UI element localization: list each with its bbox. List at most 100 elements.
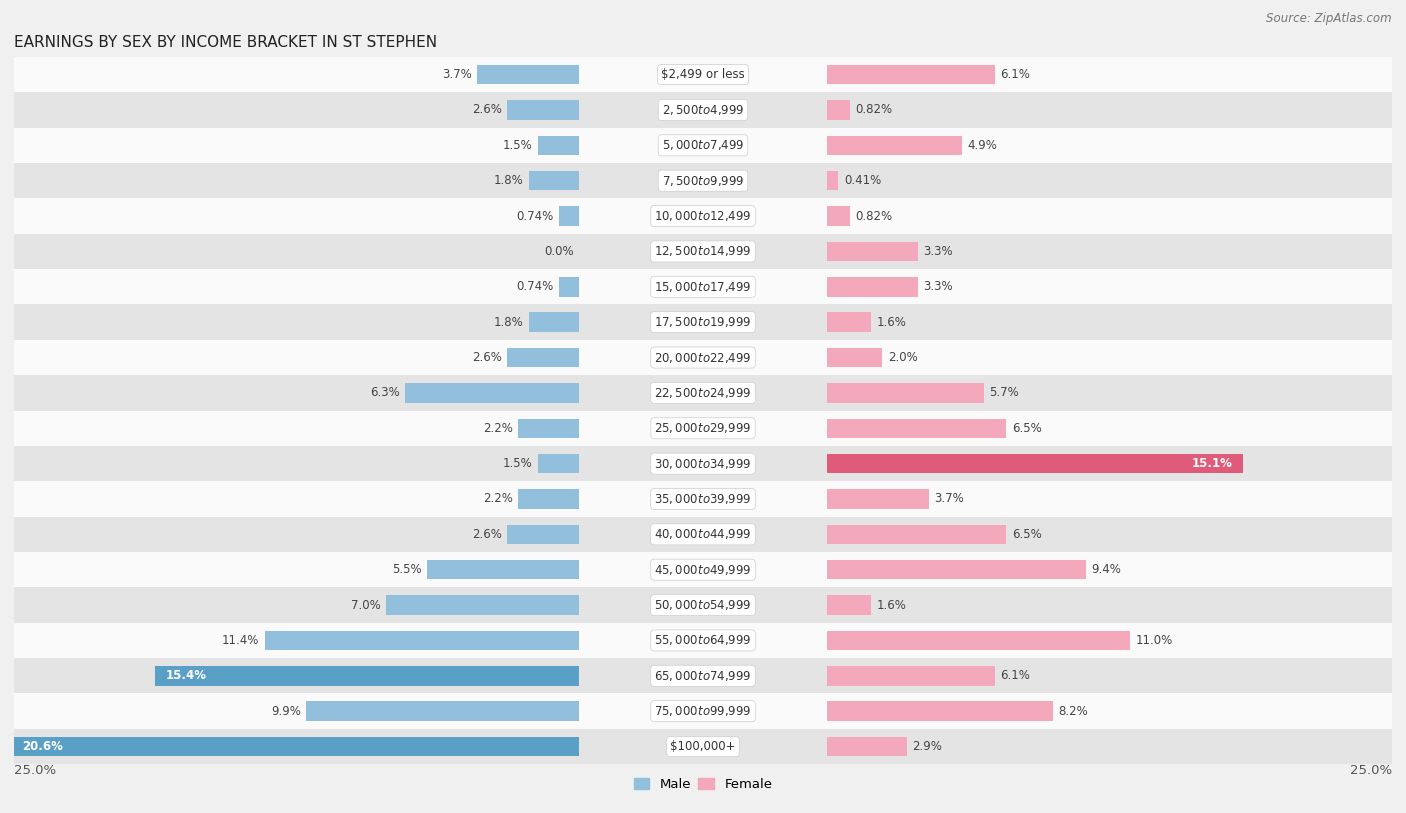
Text: 0.74%: 0.74% xyxy=(516,210,553,223)
Bar xyxy=(519,419,579,438)
Bar xyxy=(537,454,579,473)
Text: $2,500 to $4,999: $2,500 to $4,999 xyxy=(662,103,744,117)
Bar xyxy=(405,383,579,402)
Text: $2,499 or less: $2,499 or less xyxy=(661,68,745,81)
Text: 20.6%: 20.6% xyxy=(22,740,63,753)
Bar xyxy=(827,666,995,685)
Bar xyxy=(264,631,579,650)
Text: $50,000 to $54,999: $50,000 to $54,999 xyxy=(654,598,752,612)
Text: $65,000 to $74,999: $65,000 to $74,999 xyxy=(654,669,752,683)
Bar xyxy=(827,737,907,756)
Bar xyxy=(14,552,1392,587)
Bar xyxy=(508,348,579,367)
Bar xyxy=(14,376,1392,411)
Text: Source: ZipAtlas.com: Source: ZipAtlas.com xyxy=(1267,12,1392,25)
Text: $12,500 to $14,999: $12,500 to $14,999 xyxy=(654,245,752,259)
Bar xyxy=(827,489,929,509)
Text: 6.3%: 6.3% xyxy=(370,386,399,399)
Bar xyxy=(14,304,1392,340)
Bar xyxy=(14,693,1392,729)
Text: 4.9%: 4.9% xyxy=(967,139,997,152)
Bar xyxy=(827,100,849,120)
Text: 0.82%: 0.82% xyxy=(855,210,893,223)
Text: 6.1%: 6.1% xyxy=(1001,669,1031,682)
Text: 15.4%: 15.4% xyxy=(166,669,207,682)
Legend: Male, Female: Male, Female xyxy=(628,773,778,797)
Bar xyxy=(477,65,579,85)
Text: 11.0%: 11.0% xyxy=(1136,634,1173,647)
Bar xyxy=(427,560,579,580)
Bar xyxy=(827,560,1085,580)
Bar xyxy=(508,100,579,120)
Bar xyxy=(307,702,579,721)
Bar xyxy=(827,277,918,297)
Text: $15,000 to $17,499: $15,000 to $17,499 xyxy=(654,280,752,293)
Bar xyxy=(827,136,962,155)
Text: $5,000 to $7,499: $5,000 to $7,499 xyxy=(662,138,744,152)
Text: $7,500 to $9,999: $7,500 to $9,999 xyxy=(662,174,744,188)
Text: 9.9%: 9.9% xyxy=(271,705,301,718)
Bar xyxy=(11,737,579,756)
Text: 6.1%: 6.1% xyxy=(1001,68,1031,81)
Bar xyxy=(14,92,1392,128)
Text: 1.6%: 1.6% xyxy=(876,315,907,328)
Text: 1.6%: 1.6% xyxy=(876,598,907,611)
Text: $35,000 to $39,999: $35,000 to $39,999 xyxy=(654,492,752,506)
Text: $22,500 to $24,999: $22,500 to $24,999 xyxy=(654,386,752,400)
Text: 2.2%: 2.2% xyxy=(484,422,513,435)
Text: 1.8%: 1.8% xyxy=(494,315,524,328)
Text: 0.82%: 0.82% xyxy=(855,103,893,116)
Bar xyxy=(14,411,1392,446)
Bar xyxy=(14,233,1392,269)
Text: $17,500 to $19,999: $17,500 to $19,999 xyxy=(654,315,752,329)
Bar xyxy=(827,595,872,615)
Text: 2.0%: 2.0% xyxy=(887,351,917,364)
Bar xyxy=(14,340,1392,375)
Text: 0.74%: 0.74% xyxy=(516,280,553,293)
Text: 1.5%: 1.5% xyxy=(502,139,531,152)
Text: 2.9%: 2.9% xyxy=(912,740,942,753)
Text: 6.5%: 6.5% xyxy=(1012,422,1042,435)
Bar xyxy=(558,207,579,226)
Bar xyxy=(155,666,579,685)
Bar xyxy=(827,171,838,190)
Text: 3.7%: 3.7% xyxy=(441,68,471,81)
Bar xyxy=(14,659,1392,693)
Text: 3.3%: 3.3% xyxy=(924,280,953,293)
Bar xyxy=(827,65,995,85)
Bar xyxy=(14,198,1392,234)
Bar xyxy=(530,312,579,332)
Bar xyxy=(14,481,1392,517)
Bar xyxy=(519,489,579,509)
Text: $40,000 to $44,999: $40,000 to $44,999 xyxy=(654,528,752,541)
Bar xyxy=(827,419,1007,438)
Text: EARNINGS BY SEX BY INCOME BRACKET IN ST STEPHEN: EARNINGS BY SEX BY INCOME BRACKET IN ST … xyxy=(14,35,437,50)
Bar xyxy=(14,517,1392,552)
Text: $55,000 to $64,999: $55,000 to $64,999 xyxy=(654,633,752,647)
Bar xyxy=(508,524,579,544)
Bar xyxy=(387,595,579,615)
Bar xyxy=(537,136,579,155)
Bar xyxy=(530,171,579,190)
Bar xyxy=(827,207,849,226)
Text: 5.5%: 5.5% xyxy=(392,563,422,576)
Text: $75,000 to $99,999: $75,000 to $99,999 xyxy=(654,704,752,718)
Text: $20,000 to $22,499: $20,000 to $22,499 xyxy=(654,350,752,364)
Text: 25.0%: 25.0% xyxy=(14,764,56,777)
Bar xyxy=(14,57,1392,92)
Text: 15.1%: 15.1% xyxy=(1191,457,1232,470)
Text: 2.2%: 2.2% xyxy=(484,493,513,506)
Bar xyxy=(14,587,1392,623)
Bar xyxy=(827,312,872,332)
Bar xyxy=(14,269,1392,304)
Bar xyxy=(827,348,882,367)
Text: 8.2%: 8.2% xyxy=(1059,705,1088,718)
Text: $25,000 to $29,999: $25,000 to $29,999 xyxy=(654,421,752,435)
Text: 11.4%: 11.4% xyxy=(222,634,259,647)
Bar xyxy=(14,623,1392,659)
Text: 7.0%: 7.0% xyxy=(352,598,381,611)
Bar xyxy=(827,383,984,402)
Text: $45,000 to $49,999: $45,000 to $49,999 xyxy=(654,563,752,576)
Bar xyxy=(827,702,1053,721)
Text: 2.6%: 2.6% xyxy=(472,528,502,541)
